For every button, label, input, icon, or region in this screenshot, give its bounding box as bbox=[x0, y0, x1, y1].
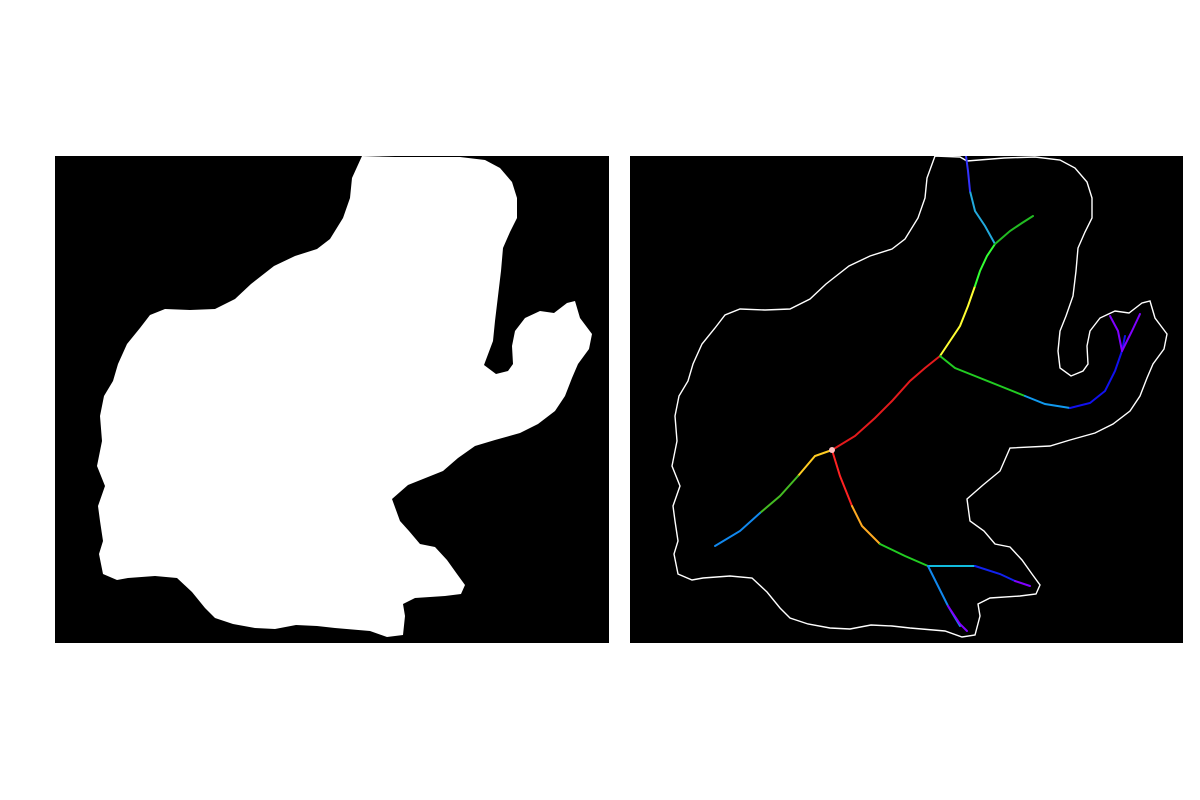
skeleton-branch-lower-orange bbox=[851, 505, 881, 545]
binary-mask-panel bbox=[55, 156, 609, 643]
skeleton-image bbox=[671, 156, 1168, 638]
skeleton-branch-right-blue bbox=[1069, 335, 1126, 409]
skeleton-branch-curl-1 bbox=[1109, 315, 1123, 352]
skeleton-branch-lower-blue bbox=[974, 565, 1016, 582]
skeleton-junction bbox=[829, 447, 835, 453]
skeleton-branch-left-end bbox=[714, 512, 761, 547]
skeleton-branch-left-green bbox=[759, 475, 799, 514]
skeleton-branch-lower-down-end bbox=[947, 605, 968, 632]
skeleton-branch-top-end bbox=[965, 156, 971, 192]
binary-mask-image bbox=[97, 156, 592, 637]
skeleton-branch-top bbox=[969, 190, 996, 245]
skeleton-branch-lower bbox=[831, 449, 853, 507]
mask-silhouette bbox=[97, 156, 592, 637]
skeleton-branch-lower-green bbox=[879, 543, 929, 567]
skeleton-branch-top-right bbox=[994, 215, 1034, 245]
skeleton-branch-curl-2 bbox=[1121, 313, 1141, 352]
skeleton-branch-trunk bbox=[831, 355, 941, 451]
skeleton-branch-upper-green bbox=[974, 243, 996, 287]
skeleton-branch-lower-end bbox=[1014, 580, 1031, 587]
skeleton-branch-right bbox=[939, 355, 1026, 397]
skeleton-branch-right-cyan bbox=[1024, 395, 1071, 409]
skeleton-branch-left bbox=[797, 449, 833, 477]
skeleton-branches bbox=[714, 156, 1141, 632]
skeleton-branch-upper bbox=[939, 285, 976, 357]
skeleton-panel bbox=[630, 156, 1183, 643]
shape-outline bbox=[671, 156, 1168, 638]
